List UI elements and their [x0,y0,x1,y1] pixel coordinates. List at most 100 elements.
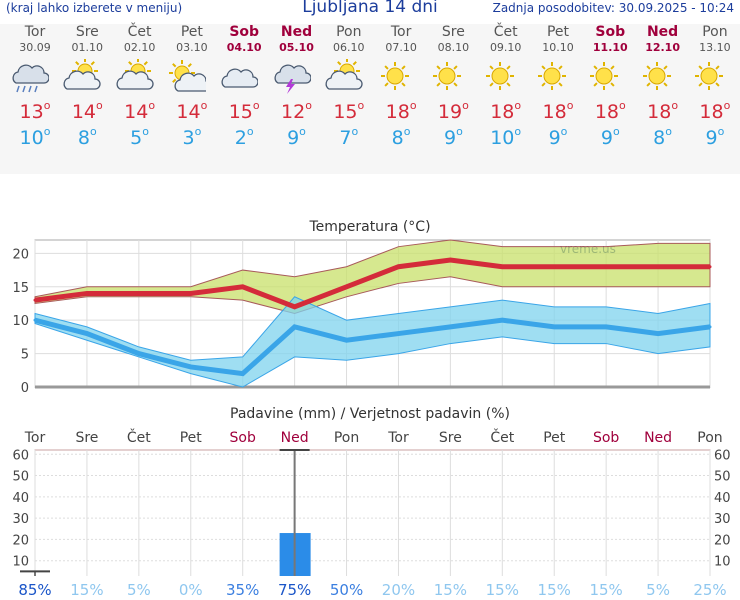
data-point [33,298,37,302]
data-point [85,332,89,336]
y-tick-label: 10 [12,314,29,329]
series-line [34,257,710,310]
cloud-icon [221,68,259,88]
degree-sign: o [560,125,568,138]
daily-forecast: Tor 30.09 13o 10o Sre 01.10 14o 8o Čet 02.10 14o 5o… [0,24,740,174]
temp-max: 14o [114,99,166,127]
precip-probability: 35% [226,581,260,599]
degree-sign: o [619,99,626,112]
data-point [137,352,141,356]
degree-sign: o [142,125,149,138]
data-point [656,332,660,336]
temp-max: 18o [480,99,532,127]
x-tick-label: Pet [543,430,566,446]
rain-cloud-icon [12,64,49,93]
weather-icon-holder [323,59,375,101]
temp-max-value: 14 [71,101,97,123]
x-tick-label: Sre [439,430,462,446]
temp-max: 15o [323,99,375,127]
temp-min: 8o [637,125,689,153]
temp-max: 18o [637,99,689,127]
data-point [241,285,245,289]
y-tick-label: 20 [12,533,29,548]
y-tick-label-right: 40 [714,491,731,506]
degree-sign: o [305,99,312,112]
precip-probability: 15% [433,581,468,599]
day-date: 11.10 [592,41,628,54]
x-tick-label: Ned [281,430,309,446]
temp-max: 12o [271,99,323,127]
temp-min-value: 8 [653,127,666,149]
weather-icon-holder [114,59,166,101]
degree-sign: o [299,125,306,138]
degree-sign: o [89,125,97,138]
precip-probability: 20% [381,581,416,599]
y-tick-label: 15 [12,281,29,296]
data-point [448,258,452,262]
temp-max: 14o [61,99,113,127]
temp-max-value: 18 [647,101,672,123]
day-date: 08.10 [437,41,470,54]
sun-icon [590,62,619,90]
sun-icon [433,62,462,90]
degree-sign: o [514,125,522,138]
sun-icon [538,62,566,90]
day-column: Čet 02.10 14o 5o [114,24,166,153]
last-update: Zadnja posodobitev: 30.09.2025 - 10:24 [492,1,734,15]
temp-max: 14o [166,99,218,127]
precip-probability: 15% [485,581,519,599]
data-point [396,332,400,336]
day-date: 07.10 [385,41,417,54]
weather-icon-holder [689,59,740,101]
temp-max-value: 15 [228,101,253,123]
sun-cloud-icon [63,59,101,90]
weather-icon-holder [9,59,61,101]
data-point [345,338,349,342]
day-date: 30.09 [19,41,51,54]
x-tick-label: Tor [387,430,409,446]
plot-area [34,449,711,576]
precipitation-chart: Tor Sre Čet Pet Sob Ned Pon Tor Sre Čet Pet Sob Ned P… [12,428,731,576]
temp-max-value: 15 [333,101,358,123]
day-column: Ned 05.10 12o 9o [271,24,323,153]
degree-sign: o [717,125,725,138]
series-line [34,317,711,377]
weather-icon-holder [584,59,636,101]
day-column: Pon 06.10 15o 7o [323,24,375,153]
data-point [189,365,193,369]
x-tick-label: Ned [644,430,672,446]
day-column: Sob 04.10 15o 2o [218,24,270,153]
temp-min: 7o [323,125,375,153]
temp-max: 18o [375,99,427,127]
day-name: Sob [595,24,626,40]
degree-sign: o [403,125,411,138]
weather-icon-holder [637,59,689,101]
data-point [137,291,141,295]
temp-min-value: 9 [443,127,457,149]
temp-max: 15o [218,99,270,127]
degree-sign: o [409,99,417,112]
day-column: Sob 11.10 18o 9o [584,24,636,153]
data-point [604,265,608,269]
page-title: Ljubljana 14 dni [302,0,438,17]
sun-icon [642,62,671,90]
location-hint[interactable]: (kraj lahko izberete v meniju) [6,1,183,15]
temp-min: 9o [532,125,584,153]
temp-min-value: 7 [339,127,352,149]
temperature-chart: 05101520vreme.us [12,239,712,396]
precip-probability: 0% [178,581,203,599]
y-tick-label: 40 [12,491,29,506]
temp-max-value: 19 [437,101,463,123]
weather-icon-holder [61,59,113,101]
day-column: Ned 12.10 18o 8o [637,24,689,153]
temp-min: 5o [114,125,166,153]
degree-sign: o [43,125,51,138]
data-point [85,291,89,295]
temp-max-value: 18 [542,101,567,123]
degree-sign: o [43,99,51,112]
temp-min-value: 9 [287,127,300,149]
day-date: 03.10 [176,41,208,54]
temp-min: 3o [166,125,218,153]
y-tick-label: 60 [12,448,29,463]
day-name: Pon [336,24,362,40]
